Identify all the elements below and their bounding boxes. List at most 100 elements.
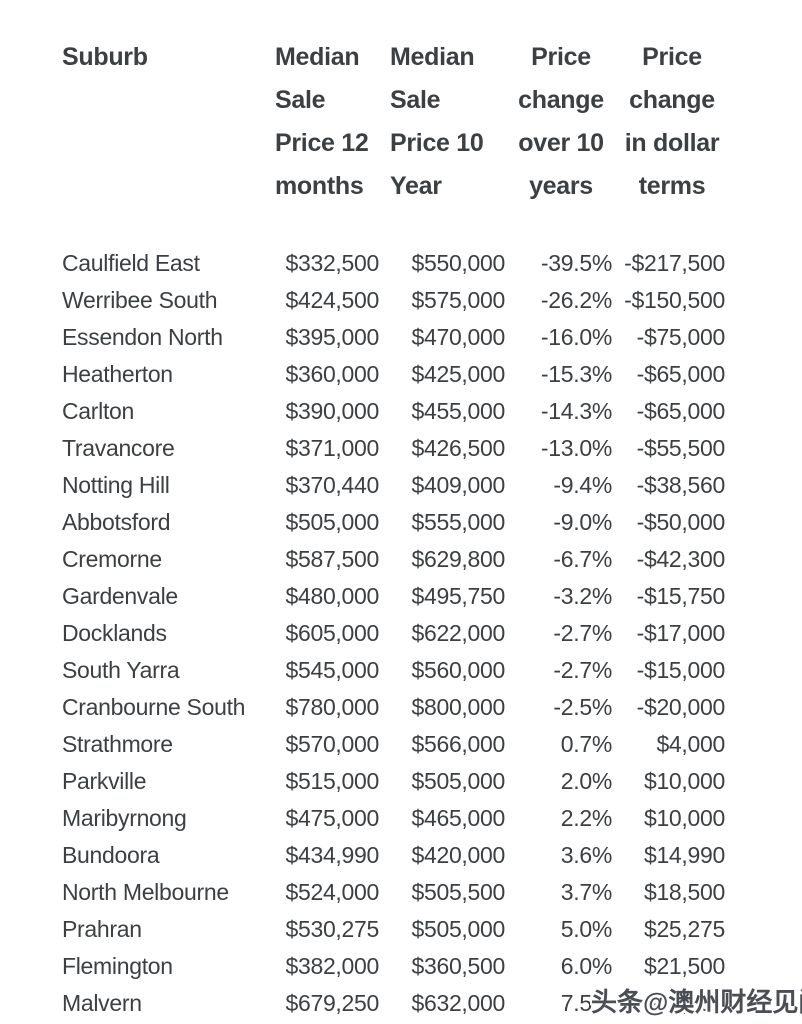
- cell-suburb: Flemington: [62, 953, 173, 979]
- table-row: Cranbourne South $780,000 $800,000 -2.5%…: [62, 689, 729, 726]
- watermark: 头条@澳州财经见闻: [591, 987, 802, 1017]
- column-header-suburb: Suburb: [62, 43, 148, 71]
- cell-median-10y: $575,000: [411, 287, 505, 313]
- cell-median-12m: $679,250: [285, 990, 379, 1016]
- column-header-dollar-change: Price change in dollar terms: [624, 43, 720, 200]
- cell-pct-change: 5.0%: [560, 916, 613, 942]
- cell-dollar-change: -$65,000: [636, 361, 726, 387]
- cell-median-12m: $370,440: [285, 472, 379, 498]
- cell-dollar-change: -$42,300: [636, 546, 726, 572]
- table-row: Abbotsford $505,000 $555,000 -9.0% -$50,…: [62, 504, 729, 541]
- table-row: South Yarra $545,000 $560,000 -2.7% -$15…: [62, 652, 729, 689]
- cell-suburb: South Yarra: [62, 657, 180, 683]
- cell-pct-change: -15.3%: [540, 361, 612, 387]
- cell-median-12m: $524,000: [285, 879, 379, 905]
- cell-pct-change: 3.7%: [560, 879, 613, 905]
- cell-suburb: Heatherton: [62, 361, 173, 387]
- cell-suburb: Abbotsford: [62, 509, 171, 535]
- cell-median-12m: $332,500: [285, 250, 379, 276]
- cell-suburb: North Melbourne: [62, 879, 229, 905]
- cell-suburb: Prahran: [62, 916, 142, 942]
- cell-dollar-change: -$15,000: [636, 657, 726, 683]
- cell-median-12m: $424,500: [285, 287, 379, 313]
- cell-median-12m: $530,275: [285, 916, 379, 942]
- table-row: Essendon North $395,000 $470,000 -16.0% …: [62, 319, 729, 356]
- cell-pct-change: -14.3%: [540, 398, 612, 424]
- cell-median-10y: $632,000: [411, 990, 505, 1016]
- cell-pct-change: 3.6%: [560, 842, 613, 868]
- cell-suburb: Carlton: [62, 398, 135, 424]
- cell-dollar-change: -$150,500: [624, 287, 725, 313]
- cell-pct-change: -6.7%: [553, 546, 612, 572]
- cell-median-10y: $470,000: [411, 324, 505, 350]
- cell-pct-change: -9.4%: [553, 472, 612, 498]
- cell-dollar-change: $25,275: [643, 916, 725, 942]
- cell-median-10y: $505,000: [411, 768, 505, 794]
- table-row: Notting Hill $370,440 $409,000 -9.4% -$3…: [62, 467, 729, 504]
- cell-dollar-change: $10,000: [643, 805, 725, 831]
- cell-suburb: Gardenvale: [62, 583, 178, 609]
- cell-dollar-change: $10,000: [643, 768, 725, 794]
- table-row: Werribee South $424,500 $575,000 -26.2% …: [62, 282, 729, 319]
- cell-pct-change: -2.7%: [553, 657, 612, 683]
- cell-median-12m: $480,000: [285, 583, 379, 609]
- table-row: Malvern $679,250 $632,000 7.5% $47,250: [62, 985, 729, 1022]
- table-row: Carlton $390,000 $455,000 -14.3% -$65,00…: [62, 393, 729, 430]
- cell-pct-change: -26.2%: [540, 287, 612, 313]
- cell-pct-change: 2.0%: [560, 768, 613, 794]
- cell-dollar-change: -$55,500: [636, 435, 726, 461]
- cell-median-10y: $560,000: [411, 657, 505, 683]
- cell-suburb: Notting Hill: [62, 472, 170, 498]
- table-row: Heatherton $360,000 $425,000 -15.3% -$65…: [62, 356, 729, 393]
- cell-dollar-change: -$75,000: [636, 324, 726, 350]
- cell-median-12m: $545,000: [285, 657, 379, 683]
- cell-suburb: Bundoora: [62, 842, 160, 868]
- cell-pct-change: -16.0%: [540, 324, 612, 350]
- cell-suburb: Parkville: [62, 768, 147, 794]
- cell-pct-change: -2.7%: [553, 620, 612, 646]
- cell-pct-change: -3.2%: [553, 583, 612, 609]
- cell-median-10y: $800,000: [411, 694, 505, 720]
- cell-median-12m: $587,500: [285, 546, 379, 572]
- cell-median-10y: $425,000: [411, 361, 505, 387]
- cell-median-10y: $505,000: [411, 916, 505, 942]
- cell-median-12m: $605,000: [285, 620, 379, 646]
- table-row: Cremorne $587,500 $629,800 -6.7% -$42,30…: [62, 541, 729, 578]
- cell-pct-change: -39.5%: [540, 250, 612, 276]
- table-body: Caulfield East $332,500 $550,000 -39.5% …: [62, 245, 729, 1022]
- cell-median-10y: $409,000: [411, 472, 505, 498]
- cell-suburb: Caulfield East: [62, 250, 200, 276]
- cell-dollar-change: -$17,000: [636, 620, 726, 646]
- cell-suburb: Maribyrnong: [62, 805, 187, 831]
- table-row: Bundoora $434,990 $420,000 3.6% $14,990: [62, 837, 729, 874]
- table-row: Parkville $515,000 $505,000 2.0% $10,000: [62, 763, 729, 800]
- table-row: Maribyrnong $475,000 $465,000 2.2% $10,0…: [62, 800, 729, 837]
- cell-median-12m: $382,000: [285, 953, 379, 979]
- cell-median-10y: $455,000: [411, 398, 505, 424]
- cell-median-10y: $420,000: [411, 842, 505, 868]
- column-header-median-10y: Median Sale Price 10 Year: [390, 43, 484, 200]
- cell-dollar-change: -$15,750: [636, 583, 726, 609]
- cell-median-10y: $629,800: [411, 546, 505, 572]
- cell-median-12m: $515,000: [285, 768, 379, 794]
- table-row: Strathmore $570,000 $566,000 0.7% $4,000: [62, 726, 729, 763]
- cell-median-10y: $426,500: [411, 435, 505, 461]
- cell-median-10y: $505,500: [411, 879, 505, 905]
- cell-dollar-change: -$217,500: [624, 250, 725, 276]
- cell-median-10y: $360,500: [411, 953, 505, 979]
- cell-dollar-change: -$50,000: [636, 509, 726, 535]
- cell-pct-change: -9.0%: [553, 509, 612, 535]
- cell-suburb: Malvern: [62, 990, 142, 1016]
- cell-pct-change: -2.5%: [553, 694, 612, 720]
- cell-pct-change: -13.0%: [540, 435, 612, 461]
- cell-median-10y: $550,000: [411, 250, 505, 276]
- cell-pct-change: 2.2%: [560, 805, 613, 831]
- cell-suburb: Cranbourne South: [62, 694, 246, 720]
- table-row: Prahran $530,275 $505,000 5.0% $25,275: [62, 911, 729, 948]
- column-header-median-12m: Median Sale Price 12 months: [275, 43, 369, 200]
- cell-median-10y: $555,000: [411, 509, 505, 535]
- cell-median-12m: $475,000: [285, 805, 379, 831]
- cell-median-10y: $465,000: [411, 805, 505, 831]
- cell-median-10y: $566,000: [411, 731, 505, 757]
- cell-pct-change: 7.5%: [560, 990, 613, 1016]
